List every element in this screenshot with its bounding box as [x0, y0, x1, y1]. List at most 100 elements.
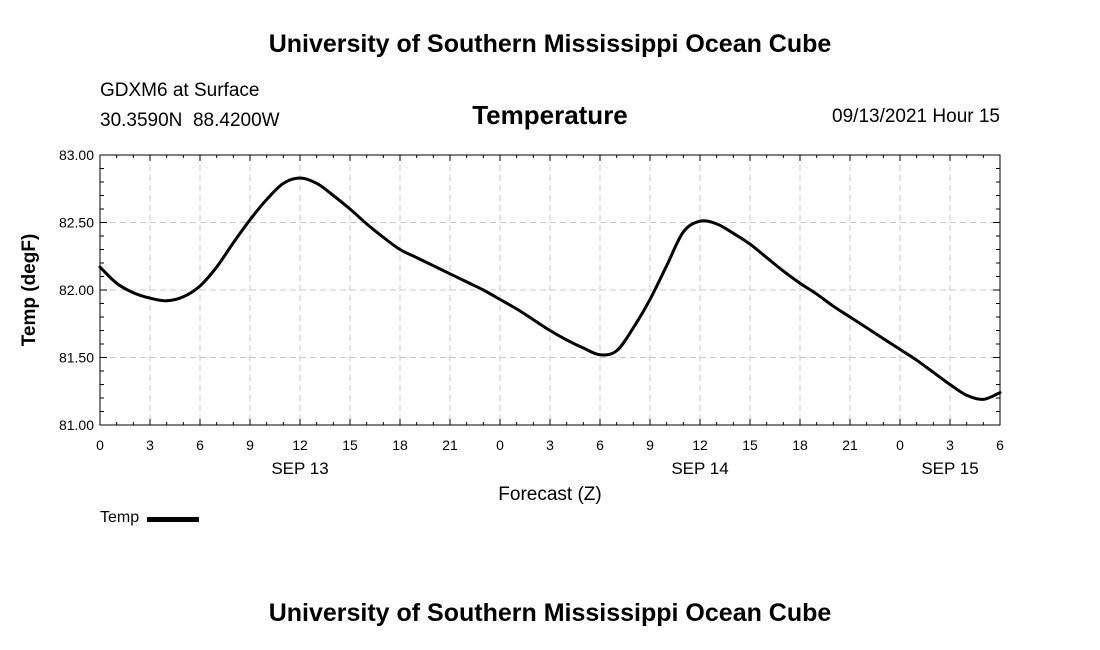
data-point [882, 337, 885, 340]
x-tick-label: 3 [946, 437, 954, 453]
data-point [782, 270, 785, 273]
data-point [349, 208, 352, 211]
data-point [499, 298, 502, 301]
x-tick-label: 3 [546, 437, 554, 453]
data-point [182, 295, 185, 298]
x-axis-label: Forecast (Z) [498, 484, 601, 505]
data-point [949, 383, 952, 386]
data-point [915, 359, 918, 362]
y-tick-label: 82.50 [59, 215, 94, 231]
data-point [465, 280, 468, 283]
series-line-temp [98, 176, 1002, 401]
y-tick-label: 81.00 [59, 417, 94, 433]
data-point [982, 398, 985, 401]
data-point [615, 349, 618, 352]
x-tick-label: 9 [246, 437, 254, 453]
data-point [299, 176, 302, 179]
data-point [99, 266, 102, 269]
x-tick-label: 21 [842, 437, 858, 453]
x-tick-label: 0 [896, 437, 904, 453]
data-point [965, 394, 968, 397]
chart-title: Temperature [472, 100, 628, 130]
data-point [599, 353, 602, 356]
data-point [715, 222, 718, 225]
data-point [165, 299, 168, 302]
chart-legend: Temp [100, 509, 200, 527]
x-tick-label: 6 [596, 437, 604, 453]
data-point [865, 326, 868, 329]
x-tick-label: 21 [442, 437, 458, 453]
data-point [999, 391, 1002, 394]
data-point [765, 256, 768, 259]
data-point [899, 348, 902, 351]
data-point [632, 326, 635, 329]
x-tick-label: 18 [392, 437, 408, 453]
plot-frame [99, 154, 1001, 426]
data-point [399, 248, 402, 251]
data-point [849, 316, 852, 319]
data-point [315, 182, 318, 185]
x-tick-label: 12 [692, 437, 708, 453]
data-point [382, 236, 385, 239]
forecast-datestamp: 09/13/2021 Hour 15 [832, 106, 1000, 127]
x-tick-label: 18 [792, 437, 808, 453]
data-point [732, 232, 735, 235]
data-point [699, 220, 702, 223]
data-point [449, 272, 452, 275]
data-point [749, 243, 752, 246]
data-point [332, 194, 335, 197]
data-point [665, 264, 668, 267]
data-point [815, 293, 818, 296]
data-point [215, 266, 218, 269]
data-point [582, 347, 585, 350]
x-tick-label: 0 [496, 437, 504, 453]
data-point [149, 297, 152, 300]
data-point [682, 230, 685, 233]
x-tick-label: 9 [646, 437, 654, 453]
legend-line-swatch [147, 516, 200, 522]
header-title: University of Southern Mississippi Ocean… [268, 30, 832, 58]
data-point [232, 241, 235, 244]
axis-layer: 0 3 6 9 12 15 18 21 0 3 6 9 12 15 18 21 0 3 6 81.00 81.50 82.… [59, 147, 1004, 478]
y-axis-label: Temp (degF) [19, 234, 40, 347]
data-point [132, 291, 135, 294]
station-info: GDXM6 at Surface 30.3590N 88.4200W [100, 76, 280, 136]
station-coords: 30.3590N 88.4200W [100, 110, 280, 131]
x-tick-label: 12 [292, 437, 308, 453]
data-point [115, 282, 118, 285]
date-label: SEP 13 [271, 459, 328, 478]
data-point [932, 371, 935, 374]
y-tick-label: 82.00 [59, 282, 94, 298]
x-tick-label: 3 [146, 437, 154, 453]
date-label: SEP 14 [671, 459, 728, 478]
data-point [515, 307, 518, 310]
data-point [415, 256, 418, 259]
legend-label: Temp [100, 509, 140, 526]
x-tick-label: 6 [196, 437, 204, 453]
date-label: SEP 15 [921, 459, 978, 478]
station-name: GDXM6 at Surface [100, 80, 260, 101]
x-tick-label: 15 [342, 437, 358, 453]
data-point [249, 218, 252, 221]
footer-title: University of Southern Mississippi Ocean… [268, 599, 832, 627]
data-point [432, 264, 435, 267]
data-point [532, 318, 535, 321]
data-point [282, 182, 285, 185]
series-layer [98, 176, 1002, 401]
x-tick-label: 6 [996, 437, 1004, 453]
data-point [549, 329, 552, 332]
data-point [365, 222, 368, 225]
y-tick-label: 81.50 [59, 350, 94, 366]
x-tick-label: 15 [742, 437, 758, 453]
data-point [832, 305, 835, 308]
data-point [265, 198, 268, 201]
data-point [565, 338, 568, 341]
grid-layer [100, 155, 1000, 425]
x-tick-label: 0 [96, 437, 104, 453]
data-point [199, 284, 202, 287]
data-point [649, 298, 652, 301]
data-point [482, 289, 485, 292]
y-tick-label: 83.00 [59, 147, 94, 163]
data-point [799, 282, 802, 285]
